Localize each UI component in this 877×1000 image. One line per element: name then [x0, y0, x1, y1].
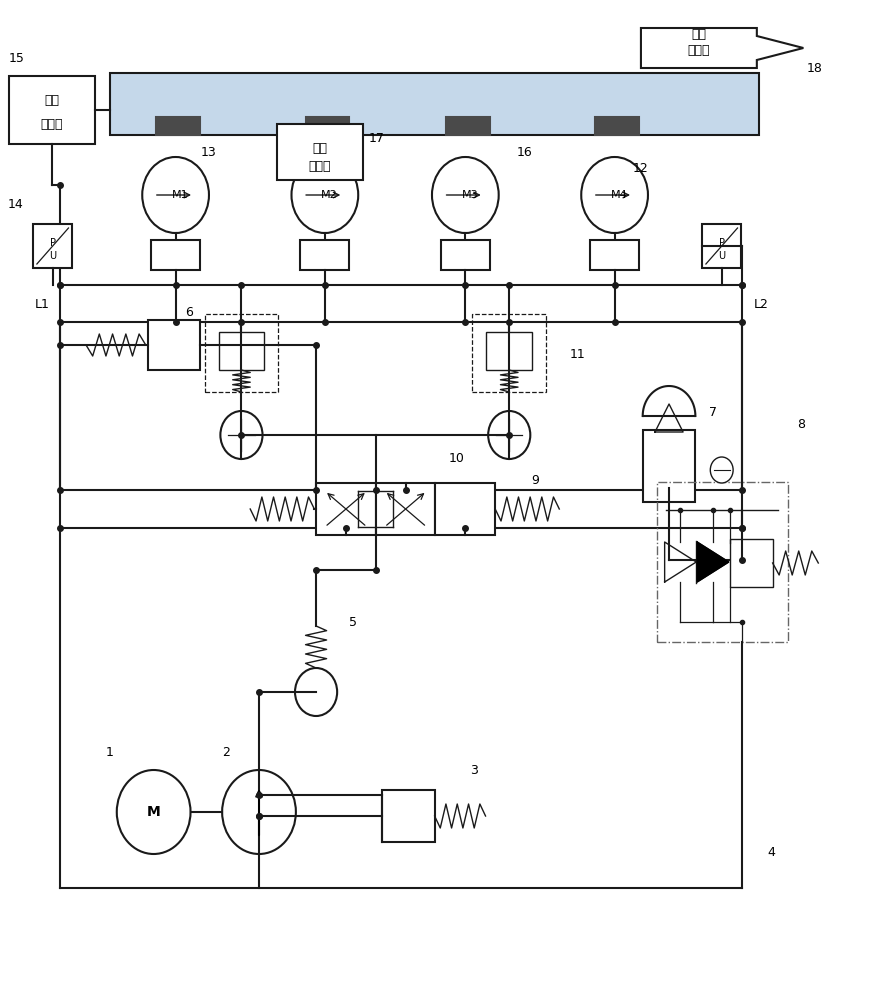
Bar	[300, 240, 349, 270]
Text: U: U	[717, 251, 724, 261]
Text: M4: M4	[610, 190, 627, 200]
Bar	[151, 240, 200, 270]
Text: 16: 16	[517, 145, 532, 158]
Polygon shape	[640, 28, 802, 68]
Bar	[440, 240, 489, 270]
Text: 风速: 风速	[690, 27, 706, 40]
Bar	[656, 482, 788, 642]
Text: 8: 8	[795, 418, 804, 432]
Text: 风向仪: 风向仪	[687, 43, 709, 56]
Text: P: P	[50, 238, 55, 248]
Bar	[276, 124, 362, 180]
Bar	[589, 240, 638, 270]
Circle shape	[222, 770, 296, 854]
Text: P: P	[718, 238, 724, 248]
Text: U: U	[49, 251, 56, 261]
Circle shape	[431, 157, 498, 233]
Circle shape	[291, 157, 358, 233]
Bar	[9, 76, 95, 144]
Bar	[642, 430, 695, 502]
Text: 编码器: 编码器	[40, 117, 63, 130]
Bar	[218, 332, 264, 370]
Circle shape	[581, 157, 647, 233]
Text: 12: 12	[632, 161, 648, 174]
Bar	[156, 117, 200, 135]
Bar	[316, 483, 375, 535]
Text: 6: 6	[185, 306, 192, 318]
Text: 11: 11	[569, 349, 585, 361]
Text: 18: 18	[806, 62, 822, 75]
Circle shape	[142, 157, 209, 233]
Text: 2: 2	[223, 746, 230, 758]
Bar	[472, 314, 545, 392]
Text: 1: 1	[106, 746, 113, 758]
Text: 10: 10	[448, 452, 464, 464]
Text: 13: 13	[201, 145, 217, 158]
Bar	[595, 117, 638, 135]
Bar	[33, 224, 72, 268]
Bar	[305, 117, 349, 135]
Bar	[702, 224, 740, 268]
Circle shape	[117, 770, 190, 854]
Text: M2: M2	[320, 190, 338, 200]
Text: 17: 17	[368, 131, 384, 144]
Text: 计数器: 计数器	[308, 159, 331, 172]
Text: L1: L1	[35, 298, 50, 310]
Bar	[375, 483, 435, 535]
Bar	[110, 73, 759, 135]
Text: 5: 5	[348, 615, 357, 629]
Bar	[147, 320, 200, 370]
Text: 15: 15	[9, 51, 25, 64]
Circle shape	[295, 668, 337, 716]
Bar	[730, 539, 772, 587]
Text: M1: M1	[172, 190, 188, 200]
Text: L2: L2	[752, 298, 767, 310]
Bar	[435, 483, 495, 535]
Polygon shape	[696, 542, 728, 582]
Text: 3: 3	[470, 764, 477, 776]
Bar	[204, 314, 278, 392]
Text: M: M	[146, 805, 160, 819]
Text: M3: M3	[461, 190, 477, 200]
Text: 偏航: 偏航	[311, 141, 327, 154]
Circle shape	[488, 411, 530, 459]
Circle shape	[220, 411, 262, 459]
Text: 4: 4	[766, 846, 774, 858]
Bar	[446, 117, 489, 135]
Circle shape	[709, 457, 732, 483]
Text: 7: 7	[708, 406, 717, 418]
Bar	[486, 332, 531, 370]
Text: 14: 14	[8, 198, 24, 212]
Text: 偏航: 偏航	[44, 94, 60, 106]
Text: 9: 9	[531, 474, 538, 487]
Bar	[381, 790, 434, 842]
